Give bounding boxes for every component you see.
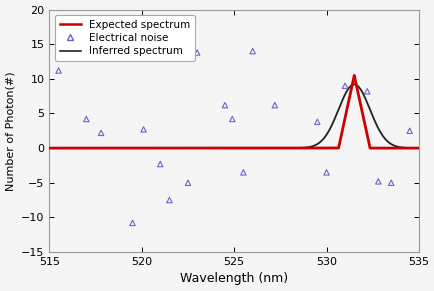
Point [140, 127, 147, 132]
Point [271, 103, 278, 107]
Point [240, 170, 247, 175]
Point [374, 179, 381, 184]
Point [363, 89, 370, 94]
Point [322, 170, 329, 175]
Point [387, 180, 394, 185]
Point [184, 180, 191, 185]
Point [341, 84, 348, 88]
Point [221, 103, 228, 107]
Point [193, 50, 200, 55]
Point [156, 162, 163, 166]
Point [129, 221, 136, 225]
Point [313, 120, 320, 124]
X-axis label: Wavelength (nm): Wavelength (nm) [180, 272, 288, 285]
Point [405, 128, 412, 133]
Point [82, 117, 89, 121]
Legend: Expected spectrum, Electrical noise, Inferred spectrum: Expected spectrum, Electrical noise, Inf… [54, 15, 195, 61]
Point [55, 68, 62, 73]
Point [228, 117, 235, 121]
Point [166, 198, 173, 203]
Y-axis label: Number of Photon(#): Number of Photon(#) [6, 71, 16, 191]
Point [97, 131, 104, 135]
Point [249, 49, 256, 54]
